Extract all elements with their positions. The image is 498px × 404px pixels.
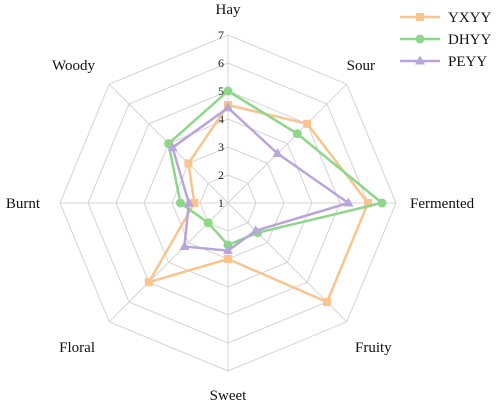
data-point <box>224 255 232 263</box>
data-point <box>292 129 302 139</box>
tick-label: 3 <box>218 140 224 154</box>
series-peyy <box>167 102 354 255</box>
data-point <box>190 199 199 207</box>
legend-item-yxyy: YXYY <box>400 10 491 26</box>
axis-label-burnt: Burnt <box>6 196 41 212</box>
data-point <box>223 86 233 96</box>
data-point <box>223 245 233 255</box>
data-point <box>144 278 153 287</box>
legend-marker <box>416 13 424 21</box>
data-point <box>184 159 193 168</box>
series-line <box>171 106 350 252</box>
data-point <box>223 102 233 112</box>
legend-marker <box>415 34 425 44</box>
axis-label-fruity: Fruity <box>355 340 392 356</box>
legend-label: YXYY <box>448 10 491 26</box>
series-dhyy <box>164 86 387 250</box>
legend-label: PEYY <box>448 54 487 70</box>
grid-spoke <box>227 83 348 204</box>
data-point <box>322 297 331 306</box>
data-point <box>250 225 261 235</box>
legend-marker <box>415 55 425 65</box>
tick-label: 2 <box>218 168 224 182</box>
series-line <box>167 89 384 247</box>
axis-label-sour: Sour <box>347 58 375 74</box>
axis-label-woody: Woody <box>52 58 95 74</box>
radial-tick-labels: 1 2 3 4 5 6 7 <box>218 28 224 210</box>
data-point <box>183 197 194 207</box>
legend-item-peyy: PEYY <box>400 54 487 70</box>
data-point <box>223 240 233 250</box>
data-point <box>203 218 213 228</box>
axis-label-hay: Hay <box>216 2 241 18</box>
tick-label: 5 <box>218 84 224 98</box>
data-point <box>364 199 372 207</box>
legend: YXYY DHYY PEYY <box>400 10 491 70</box>
legend-item-dhyy: DHYY <box>400 32 491 48</box>
legend-label: DHYY <box>448 32 491 48</box>
axis-label-fermented: Fermented <box>410 196 475 212</box>
data-point <box>175 198 185 208</box>
axis-label-floral: Floral <box>59 340 95 356</box>
data-series <box>144 86 387 306</box>
tick-label: 7 <box>218 28 224 42</box>
axis-label-sweet: Sweet <box>210 388 247 404</box>
tick-label: 1 <box>218 196 224 210</box>
data-point <box>377 198 387 208</box>
tick-label: 6 <box>218 56 224 70</box>
data-point <box>167 142 178 152</box>
data-point <box>303 119 312 128</box>
tick-label: 4 <box>218 112 224 126</box>
axis-labels: Hay Sour Fermented Fruity Sweet Floral Burnt Wo… <box>6 2 475 404</box>
data-point <box>179 241 190 251</box>
data-point <box>343 197 354 207</box>
data-point <box>272 148 283 158</box>
